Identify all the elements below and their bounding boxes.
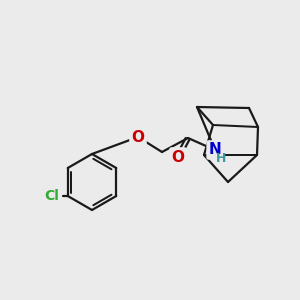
Text: O: O [172,149,184,164]
Text: Cl: Cl [44,189,59,203]
Text: O: O [131,130,145,145]
Text: N: N [208,142,221,158]
Text: H: H [216,152,226,166]
